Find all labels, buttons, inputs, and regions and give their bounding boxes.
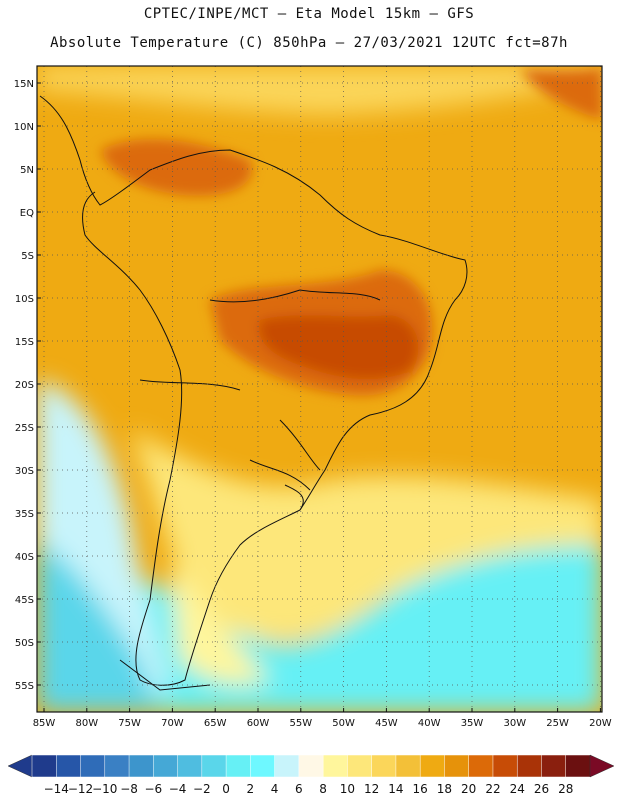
chart-title: CPTEC/INPE/MCT — Eta Model 15km — GFS — [143, 6, 475, 22]
colorbar-swatch — [298, 754, 324, 778]
lat-tick-label: 25S — [15, 423, 34, 434]
lat-tick-label: 10N — [14, 122, 34, 133]
colorbar-swatch — [153, 754, 179, 778]
colorbar-label: 10 — [340, 782, 355, 796]
lat-tick-label: 10S — [15, 294, 34, 305]
lat-tick-label: 15N — [14, 79, 34, 90]
lat-tick-label: 20S — [15, 380, 34, 391]
latitude-tick-labels: 15N 10N 5N EQ 5S 10S 15S 20S 25S 30S 35S 40S 45S 50S 5… — [14, 79, 41, 692]
colorbar-label: −4 — [169, 782, 187, 796]
colorbar-label: 24 — [510, 782, 525, 796]
colorbar-label: 0 — [222, 782, 230, 796]
colorbar-label: 22 — [485, 782, 500, 796]
lon-tick-label: 20W — [589, 718, 612, 729]
lon-tick-label: 55W — [289, 718, 312, 729]
colorbar — [7, 754, 615, 778]
colorbar-label: 26 — [534, 782, 549, 796]
colorbar-label: 20 — [461, 782, 476, 796]
longitude-tick-labels: 85W 80W 75W 70W 65W 60W 55W 50W 45W 40W 35W 30W 25W 2… — [33, 708, 612, 729]
colorbar-labels: −14−12−10 −8 −6 −4 −2 0 2 4 6 8 10 12 14 16 18 20 22 24 26… — [44, 782, 574, 796]
colorbar-label: −8 — [120, 782, 138, 796]
colorbar-swatch — [468, 754, 494, 778]
colorbar-label: 18 — [437, 782, 452, 796]
lon-tick-label: 40W — [418, 718, 441, 729]
colorbar-swatch — [492, 754, 518, 778]
lat-tick-label: 50S — [15, 638, 34, 649]
lat-tick-label: 35S — [15, 509, 34, 520]
lon-tick-label: 85W — [33, 718, 56, 729]
lon-tick-label: 50W — [332, 718, 355, 729]
colorbar-swatch — [322, 754, 349, 778]
lon-tick-label: 70W — [161, 718, 184, 729]
coastline — [39, 95, 468, 691]
lat-tick-label: 5S — [21, 251, 34, 262]
colorbar-swatch — [444, 754, 470, 778]
colorbar-label: −10 — [92, 782, 117, 796]
lon-tick-label: 60W — [247, 718, 270, 729]
lat-tick-label: 15S — [15, 337, 34, 348]
graticule — [37, 66, 602, 712]
colorbar-swatch — [371, 754, 397, 778]
colorbar-swatch — [347, 754, 373, 778]
colorbar-label: −6 — [144, 782, 162, 796]
colorbar-swatch — [31, 754, 58, 778]
lon-tick-label: 30W — [503, 718, 526, 729]
lon-tick-label: 45W — [375, 718, 398, 729]
colorbar-under-arrow — [7, 754, 33, 778]
colorbar-swatch — [565, 754, 591, 778]
colorbar-swatch — [250, 754, 276, 778]
lat-tick-label: 55S — [15, 681, 34, 692]
colorbar-label: 8 — [319, 782, 327, 796]
colorbar-swatch — [104, 754, 130, 778]
colorbar-swatch — [541, 754, 567, 778]
lat-tick-label: 45S — [15, 595, 34, 606]
colorbar-label: −14 — [44, 782, 69, 796]
lat-tick-label: 40S — [15, 552, 34, 563]
colorbar-label: 2 — [247, 782, 255, 796]
map-frame — [36, 65, 603, 713]
colorbar-swatch — [201, 754, 227, 778]
colorbar-label: 28 — [558, 782, 573, 796]
colorbar-swatch — [177, 754, 203, 778]
colorbar-swatch — [128, 754, 155, 778]
colorbar-swatch — [395, 754, 421, 778]
lon-tick-label: 75W — [118, 718, 141, 729]
colorbar-swatch — [56, 754, 82, 778]
lon-tick-label: 65W — [204, 718, 227, 729]
colorbar-swatch — [225, 754, 252, 778]
colorbar-over-arrow — [589, 754, 615, 778]
colorbar-swatch — [419, 754, 446, 778]
lon-tick-label: 35W — [461, 718, 484, 729]
colorbar-label: 16 — [413, 782, 428, 796]
lon-tick-label: 80W — [75, 718, 98, 729]
chart-subtitle: Absolute Temperature (C) 850hPa — 27/03/… — [50, 35, 568, 51]
lat-tick-label: EQ — [20, 208, 34, 219]
colorbar-label: 4 — [271, 782, 279, 796]
colorbar-label: 12 — [364, 782, 379, 796]
colorbar-swatch — [516, 754, 543, 778]
colorbar-label: −12 — [68, 782, 93, 796]
colorbar-label: −2 — [193, 782, 211, 796]
lon-tick-label: 25W — [546, 718, 569, 729]
colorbar-label: 14 — [388, 782, 403, 796]
colorbar-label: 6 — [295, 782, 303, 796]
colorbar-swatch — [274, 754, 300, 778]
temperature-field — [37, 66, 602, 712]
colorbar-swatch — [80, 754, 106, 778]
lat-tick-label: 5N — [20, 165, 34, 176]
lat-tick-label: 30S — [15, 466, 34, 477]
